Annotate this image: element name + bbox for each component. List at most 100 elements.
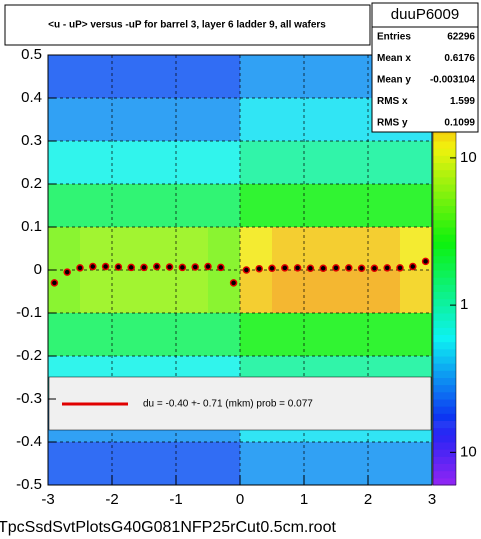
color-bar-slice [433,133,456,142]
density-cell [272,270,304,313]
density-cell [144,141,176,184]
profile-point [409,262,417,271]
color-bar-slice [433,262,456,271]
density-cell [112,442,144,485]
density-cell [272,184,304,227]
density-cell [336,227,368,270]
density-cell [48,270,80,313]
density-cell [80,98,112,141]
color-bar-slice [433,176,456,185]
density-cell [112,55,144,98]
y-tick-label: 0.5 [21,46,42,63]
density-cell [304,227,336,270]
density-cell [400,270,432,313]
density-cell [80,55,112,98]
color-bar-slice [433,434,456,443]
density-cell [304,141,336,184]
y-tick-label: -0.5 [16,476,42,493]
density-cell [144,313,176,356]
z-tick-label: 1 [460,296,468,313]
y-tick-label: 0.1 [21,218,42,235]
color-bar-slice [433,313,456,321]
density-cell [272,55,304,98]
x-tick-label: -2 [105,491,118,508]
color-bar-slice [433,155,456,163]
x-tick-label: -1 [169,491,182,508]
density-cell [336,98,368,141]
profile-point [357,264,366,273]
color-bar-slice [433,162,456,171]
density-cell [176,442,208,485]
profile-point [396,264,404,272]
profile-point [345,264,353,272]
density-cell [336,141,368,184]
density-cell [144,227,176,270]
profile-point [76,264,84,272]
color-bar-slice [433,298,456,307]
density-cell [80,227,112,270]
stats-value: -0.003104 [430,75,475,86]
color-bar-slice [433,277,456,285]
density-cell [240,98,272,141]
color-bar-slice [433,169,456,178]
stats-label: Mean y [377,75,411,86]
density-cell [272,227,304,270]
stats-value: 0.6176 [444,53,475,64]
profile-point [101,262,110,271]
density-cell [240,313,272,356]
density-cell [208,55,240,98]
density-cell [80,313,112,356]
stats-label: Entries [377,32,411,43]
stats-label: Mean x [377,53,411,64]
color-bar-slice [433,205,456,214]
color-bar-slice [433,384,456,393]
density-cell [400,313,432,356]
color-bar-slice [433,413,456,421]
y-tick-label: -0.4 [16,433,42,450]
density-cell [208,227,240,270]
x-tick-label: 2 [364,491,372,508]
density-cell [368,184,400,227]
density-cell [336,313,368,356]
profile-point [165,263,174,271]
profile-point [293,264,302,272]
density-cell [240,442,272,485]
density-cell [112,98,144,141]
x-tick-label: 3 [428,491,436,508]
title-box [4,4,371,46]
profile-point [306,264,315,273]
profile-point [217,263,225,272]
color-bar-slice [433,470,456,479]
density-cell [144,184,176,227]
density-cell [368,270,400,313]
density-cell [144,55,176,98]
density-cell [112,184,144,227]
footer: TpcSsdSvtPlotsG40G081NFP25rCut0.5cm.root [0,519,336,536]
color-bar-slice [433,406,456,414]
color-bar-slice [433,141,456,149]
profile-point [89,262,97,271]
y-tick-label: 0.3 [21,132,42,149]
density-cell [304,184,336,227]
density-cell [240,227,272,270]
color-bar-slice [433,227,456,235]
color-bar-slice [433,270,456,278]
density-cell [304,313,336,356]
color-bar-slice [433,456,456,464]
z-tick-label: 10 [460,443,477,460]
profile-point [114,263,123,271]
profile-point [383,264,391,272]
density-cell [176,98,208,141]
color-bar-slice [433,399,456,407]
stats-label: RMS y [377,118,408,129]
density-cell [112,270,144,313]
profile-point [370,264,379,273]
density-cell [272,141,304,184]
density-cell [176,55,208,98]
color-bar-slice [433,477,456,486]
color-bar-slice [433,334,456,343]
density-cell [80,270,112,313]
x-tick-label: 0 [236,491,244,508]
density-cell [112,227,144,270]
density-cell [304,98,336,141]
